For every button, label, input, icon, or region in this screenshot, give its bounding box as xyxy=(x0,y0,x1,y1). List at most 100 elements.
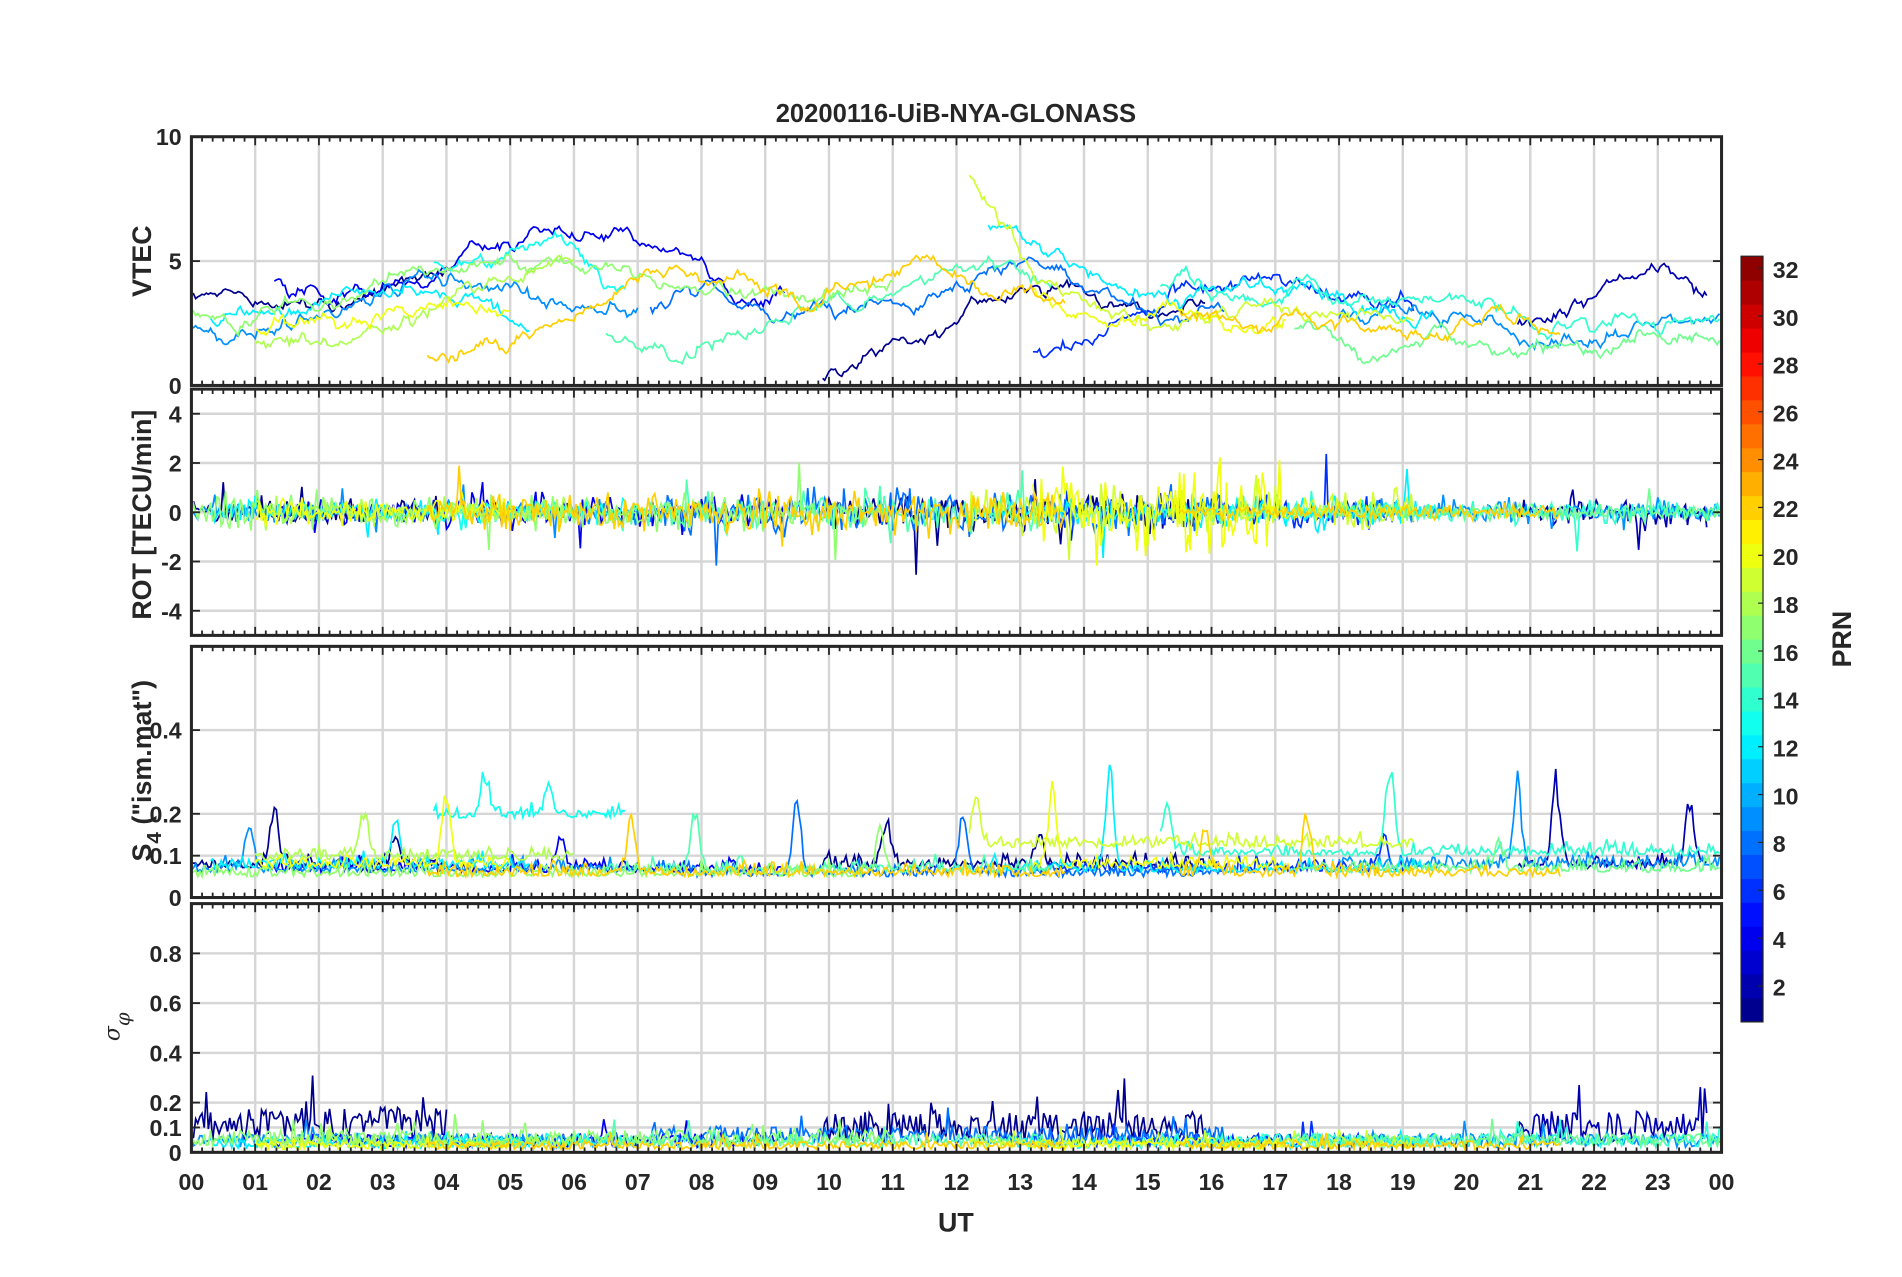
x-tick-label: 21 xyxy=(1517,1169,1543,1195)
s4-line-prn-9 xyxy=(190,827,639,876)
x-tick-label: 00 xyxy=(1709,1169,1735,1195)
y-label-s4: S4 ("ism.mat") xyxy=(127,680,166,862)
vtec-line-prn-20 xyxy=(254,296,511,337)
colorbar-segment xyxy=(1741,854,1764,879)
y-tick-label: 0 xyxy=(169,1140,182,1166)
colorbar-tick-label: 4 xyxy=(1773,927,1786,953)
s4-rest: ("ism.mat") xyxy=(127,680,157,832)
colorbar-tick-label: 28 xyxy=(1773,353,1799,379)
x-tick-label: 22 xyxy=(1581,1169,1607,1195)
sigma-sub: φ xyxy=(111,1012,134,1026)
vtec-line-prn-12 xyxy=(209,283,530,333)
colorbar-tick-label: 12 xyxy=(1773,735,1799,761)
vtec-line-prn-9 xyxy=(191,268,639,346)
vtec-line-prn-4 xyxy=(273,225,786,309)
colorbar-segment xyxy=(1741,304,1764,329)
rot-line-prn-14 xyxy=(1160,490,1721,552)
sigma-line-prn-22 xyxy=(1178,1132,1561,1153)
panel-sigma: 00.10.2 0.4 0.6 0.8 xyxy=(149,902,1724,1166)
y-tick-label: 0 xyxy=(169,373,182,399)
x-tick-label: 05 xyxy=(497,1169,523,1195)
colorbar-segment xyxy=(1741,351,1764,377)
colorbar-tick-label: 30 xyxy=(1773,305,1799,331)
colorbar-segment xyxy=(1741,758,1764,784)
colorbar-tick-label: 10 xyxy=(1773,783,1799,809)
x-tick-label: 03 xyxy=(370,1169,396,1195)
y-tick-label: 2 xyxy=(169,451,182,477)
y-tick-label: 0 xyxy=(169,500,182,526)
vtec-line-prn-2 xyxy=(1516,262,1708,328)
x-tick-label: 15 xyxy=(1135,1169,1161,1195)
rot-line-prn-22 xyxy=(1179,500,1561,524)
sigma-line-prn-18 xyxy=(254,1125,575,1152)
vtec-line-prn-9 xyxy=(1338,300,1721,352)
rot-line-prn-22 xyxy=(426,465,1066,547)
vtec-line-prn-16 xyxy=(1294,320,1721,365)
rot-series xyxy=(190,453,1721,575)
colorbar-segment xyxy=(1741,997,1764,1023)
y-tick-label: -2 xyxy=(161,549,182,575)
s4-line-prn-22 xyxy=(426,813,1066,880)
chart-title: 20200116-UiB-NYA-GLONASS xyxy=(776,100,1136,128)
y-label-rot: ROT [TECU/min] xyxy=(127,410,157,620)
colorbar-segment xyxy=(1741,591,1764,616)
y-label-vtec: VTEC xyxy=(127,225,157,297)
x-tick-label: 16 xyxy=(1199,1169,1225,1195)
colorbar-segment xyxy=(1741,734,1764,760)
colorbar-tick-label: 18 xyxy=(1773,592,1799,618)
x-tick-label: 07 xyxy=(625,1169,651,1195)
x-tick-label: 01 xyxy=(242,1169,268,1195)
colorbar-tick-label: 24 xyxy=(1773,448,1799,474)
s4-line-prn-1 xyxy=(821,816,1206,871)
y-axis-labels: VTEC ROT [TECU/min] S4 ("ism.mat") σφ xyxy=(100,225,165,1041)
colorbar-segment xyxy=(1741,280,1764,305)
vtec-line-prn-20 xyxy=(1032,287,1287,335)
x-tick-label: 10 xyxy=(816,1169,842,1195)
x-tick-label: 23 xyxy=(1645,1169,1671,1195)
colorbar-segment xyxy=(1741,806,1764,832)
x-tick-label: 02 xyxy=(306,1169,332,1195)
y-tick-label: 4 xyxy=(169,401,182,427)
colorbar-segment xyxy=(1741,567,1764,592)
colorbar-segment xyxy=(1741,423,1764,449)
sigma-line-prn-13 xyxy=(433,1131,626,1151)
y-tick-label: 10 xyxy=(156,124,182,150)
colorbar-segment xyxy=(1741,375,1764,401)
x-tick-label: 08 xyxy=(689,1169,715,1195)
x-tick-label: 12 xyxy=(944,1169,970,1195)
colorbar-segment xyxy=(1741,256,1764,281)
y-tick-label: 0.8 xyxy=(149,941,181,967)
x-tick-label: 17 xyxy=(1262,1169,1288,1195)
colorbar-tick-label: 8 xyxy=(1773,831,1786,857)
colorbar-segment xyxy=(1741,471,1764,497)
x-tick-label: 04 xyxy=(434,1169,460,1195)
panel-s4: 0 0.1 0.2 0.4 xyxy=(149,644,1724,911)
colorbar-segment xyxy=(1741,950,1764,975)
x-tick-label: 09 xyxy=(752,1169,778,1195)
x-tick-label: 11 xyxy=(880,1169,905,1195)
s4-series xyxy=(190,764,1721,880)
colorbar-segment xyxy=(1741,878,1764,903)
vtec-line-prn-1 xyxy=(822,278,1206,382)
sigma-line-prn-20 xyxy=(1032,1134,1287,1152)
sigma-main: σ xyxy=(100,1025,125,1041)
colorbar-tick-label: 14 xyxy=(1773,688,1799,714)
colorbar-tick-label: 20 xyxy=(1773,544,1799,570)
s4-line-prn-22 xyxy=(1178,813,1561,880)
vtec-line-prn-8 xyxy=(649,256,1225,327)
y-tick-label: 0.2 xyxy=(149,801,181,827)
colorbar-segment xyxy=(1741,495,1764,521)
sigma-line-prn-22 xyxy=(426,1132,1066,1152)
colorbar-segment xyxy=(1741,615,1764,640)
x-axis-label: UT xyxy=(938,1208,974,1238)
vtec-line-prn-18 xyxy=(254,254,575,350)
y-tick-label: 0.4 xyxy=(149,1040,181,1066)
colorbar-tick-label: 32 xyxy=(1773,257,1799,283)
s4-line-prn-13 xyxy=(432,771,626,821)
x-tick-label: 06 xyxy=(561,1169,587,1195)
s4-line-prn-19 xyxy=(968,796,1415,851)
x-tick-label: 14 xyxy=(1071,1169,1097,1195)
colorbar-segment xyxy=(1741,519,1764,544)
colorbar-segment xyxy=(1741,399,1764,425)
